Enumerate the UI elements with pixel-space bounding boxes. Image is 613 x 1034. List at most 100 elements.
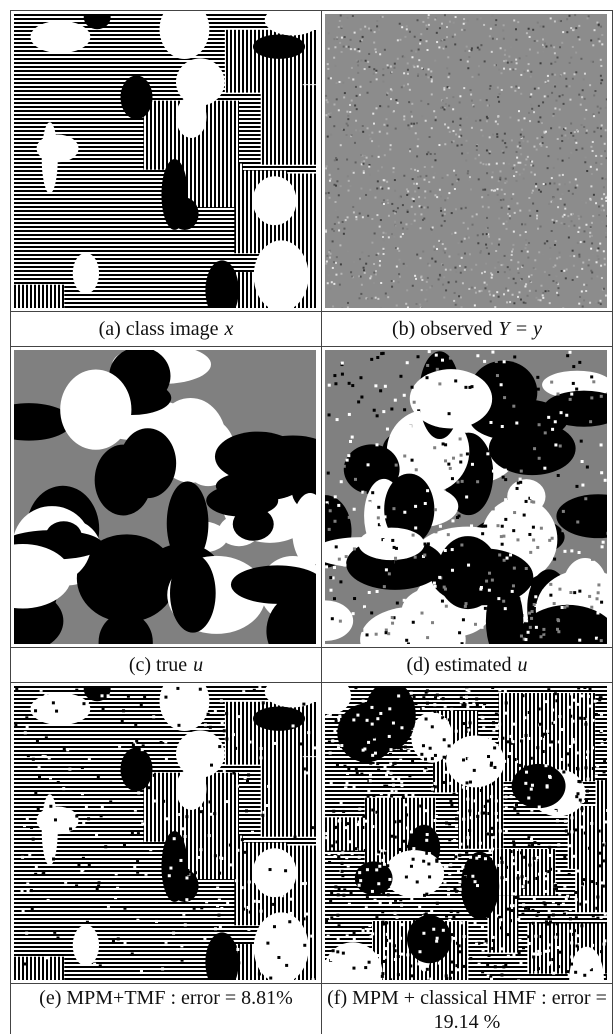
noise (583, 974, 586, 977)
noise (447, 127, 449, 129)
noise (331, 844, 334, 847)
noise (562, 216, 564, 218)
noise (395, 561, 398, 564)
noise (486, 866, 489, 869)
noise (375, 107, 377, 109)
noise (371, 932, 374, 935)
noise (584, 118, 586, 120)
noise (592, 486, 595, 489)
noise (419, 541, 422, 544)
noise (363, 160, 365, 162)
noise (520, 134, 522, 136)
noise (140, 969, 143, 972)
noise (537, 910, 540, 913)
noise (517, 481, 520, 484)
noise (428, 852, 431, 855)
noise (444, 588, 447, 591)
noise (336, 418, 339, 421)
noise (572, 720, 575, 723)
noise (328, 251, 330, 253)
noise (393, 67, 395, 69)
noise (136, 860, 139, 863)
noise (342, 418, 345, 421)
noise (327, 136, 329, 138)
noise (336, 82, 338, 84)
noise (416, 34, 418, 36)
noise (513, 567, 516, 570)
blob (512, 764, 566, 808)
noise (391, 203, 393, 205)
noise (504, 193, 506, 195)
noise (442, 243, 444, 245)
noise (605, 178, 607, 180)
noise (426, 153, 428, 155)
noise (414, 190, 416, 192)
noise (419, 805, 422, 808)
noise (592, 150, 594, 152)
noise (217, 914, 220, 917)
noise (376, 961, 379, 964)
noise (525, 619, 528, 622)
blob (171, 869, 199, 901)
noise (307, 946, 310, 949)
noise (571, 220, 573, 222)
noise (576, 870, 579, 873)
noise (502, 140, 504, 142)
noise (595, 300, 597, 302)
noise (152, 715, 155, 718)
noise (273, 742, 276, 745)
noise (433, 110, 435, 112)
noise (569, 398, 572, 401)
noise (535, 914, 538, 917)
noise (538, 299, 540, 301)
noise (431, 93, 433, 95)
noise (556, 257, 558, 259)
noise (419, 175, 421, 177)
noise (442, 48, 444, 50)
noise (329, 240, 331, 242)
noise (214, 927, 217, 930)
noise (528, 864, 531, 867)
noise (136, 871, 139, 874)
noise (265, 974, 268, 977)
noise (377, 634, 380, 637)
noise (474, 304, 476, 306)
noise (479, 99, 481, 101)
noise (482, 726, 485, 729)
noise (498, 738, 501, 741)
noise (165, 941, 168, 944)
noise (412, 285, 414, 287)
noise (269, 880, 272, 883)
noise (104, 845, 107, 848)
noise (420, 206, 422, 208)
noise (348, 46, 350, 48)
noise (353, 597, 356, 600)
noise (462, 758, 465, 761)
noise (343, 228, 345, 230)
noise (421, 411, 424, 414)
noise (185, 898, 188, 901)
noise (444, 143, 446, 145)
noise (376, 740, 379, 743)
noise (373, 736, 376, 739)
noise (463, 222, 465, 224)
noise (304, 882, 307, 885)
noise (572, 46, 574, 48)
noise (570, 152, 572, 154)
noise (577, 36, 579, 38)
noise (486, 233, 488, 235)
noise (540, 478, 543, 481)
noise (424, 166, 426, 168)
noise (473, 769, 476, 772)
noise (343, 46, 345, 48)
image-cell (11, 347, 322, 648)
noise (587, 353, 590, 356)
noise (348, 413, 351, 416)
noise (343, 971, 346, 974)
noise (334, 159, 336, 161)
noise (399, 23, 401, 25)
noise (605, 474, 607, 477)
noise (480, 129, 482, 131)
noise (407, 83, 409, 85)
noise (430, 153, 432, 155)
